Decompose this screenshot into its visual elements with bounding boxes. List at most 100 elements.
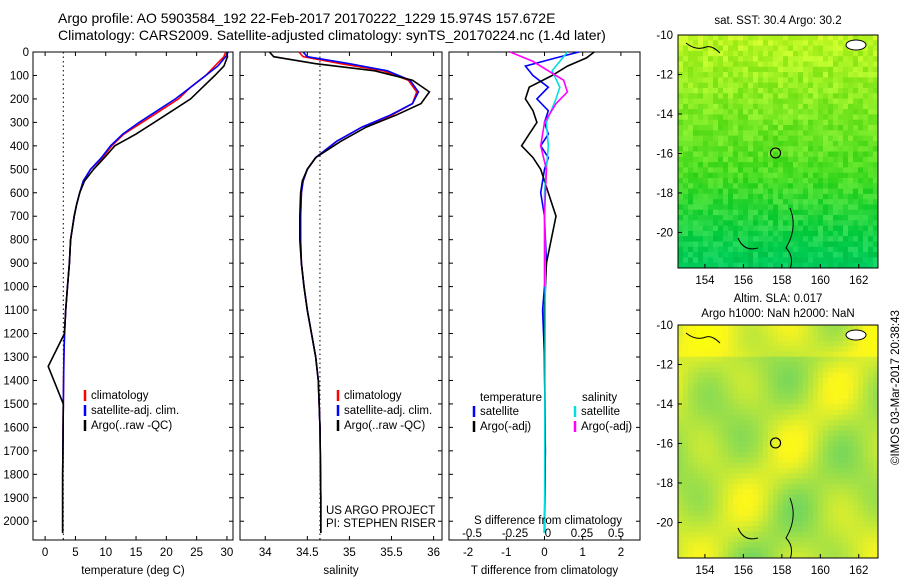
map-cell <box>833 552 839 558</box>
map-cell <box>733 87 739 94</box>
map-cell <box>713 415 719 421</box>
map-cell <box>873 183 878 189</box>
map-cell <box>723 340 729 347</box>
map-cell <box>758 162 764 168</box>
map-cell <box>698 109 704 115</box>
map-cell <box>803 515 809 522</box>
map-cell <box>678 467 684 474</box>
map-cell <box>728 362 734 368</box>
map-cell <box>773 515 779 522</box>
map-cell <box>868 204 874 211</box>
map-cell <box>863 188 869 195</box>
map-cell <box>798 399 804 405</box>
map-cell <box>813 362 819 368</box>
map-cell <box>813 257 819 264</box>
map-cell <box>743 61 749 68</box>
map-cell <box>853 199 859 205</box>
map-cell <box>858 415 864 421</box>
map-cell <box>788 362 794 368</box>
map-cell <box>763 526 769 532</box>
map-cell <box>863 167 869 174</box>
map-cell <box>793 494 799 501</box>
map-cell <box>683 103 689 110</box>
map-cell <box>733 536 739 543</box>
map-cell <box>728 547 734 554</box>
map-cell <box>843 526 849 532</box>
map-cell <box>688 162 694 168</box>
map-cell <box>833 430 839 437</box>
map-cell <box>728 77 734 84</box>
map-cell <box>793 346 799 352</box>
map-cell <box>753 125 759 131</box>
map-cell <box>778 552 784 558</box>
map-cell <box>858 252 864 258</box>
map-cell <box>843 156 849 163</box>
map-cell <box>758 135 764 142</box>
map-cell <box>693 93 699 99</box>
map-cell <box>773 241 779 248</box>
map-cell <box>768 536 774 543</box>
map-cell <box>823 404 829 411</box>
map-cell <box>778 515 784 522</box>
map-cell <box>823 103 829 110</box>
map-cell <box>793 478 799 485</box>
map-cell <box>848 151 854 158</box>
map-cell <box>748 236 754 242</box>
map-cell <box>708 542 714 548</box>
map-cell <box>733 356 739 363</box>
map-cell <box>708 494 714 501</box>
map-cell <box>753 515 759 522</box>
map-cell <box>758 325 764 331</box>
map-cell <box>823 494 829 501</box>
map-cell <box>853 167 859 174</box>
map-cell <box>793 146 799 152</box>
map-cell <box>808 125 814 131</box>
map-cell <box>783 499 789 506</box>
map-cell <box>698 188 704 195</box>
map-cell <box>738 50 744 57</box>
map-cell <box>698 383 704 389</box>
map-cell <box>853 383 859 389</box>
map-cell <box>813 162 819 168</box>
map-cell <box>868 66 874 73</box>
map-cell <box>678 87 684 94</box>
map-cell <box>803 77 809 84</box>
map-cell <box>743 246 749 253</box>
map-cell <box>823 547 829 554</box>
map-cell <box>688 146 694 152</box>
map-cell <box>748 77 754 84</box>
map-cell <box>833 335 839 342</box>
map-cell <box>773 193 779 200</box>
map-cell <box>728 56 734 62</box>
map-cell <box>813 56 819 62</box>
map-cell <box>723 467 729 474</box>
map-cell <box>843 66 849 73</box>
map-cell <box>863 510 869 517</box>
map-cell <box>718 351 724 358</box>
map-cell <box>858 393 864 400</box>
map-cell <box>763 199 769 205</box>
map-cell <box>808 167 814 174</box>
map-cell <box>843 109 849 115</box>
map-cell <box>773 505 779 511</box>
map-cell <box>683 45 689 52</box>
map-cell <box>808 252 814 258</box>
map-cell <box>848 188 854 195</box>
map-cell <box>698 257 704 264</box>
map-cell <box>758 177 764 184</box>
map-cell <box>828 452 834 458</box>
map-cell <box>773 45 779 52</box>
map-cell <box>818 452 824 458</box>
map-cell <box>803 325 809 331</box>
map-cell <box>853 420 859 427</box>
map-cell <box>798 510 804 517</box>
map-cell <box>858 399 864 405</box>
map-cell <box>703 499 709 506</box>
map-cell <box>713 50 719 57</box>
map-cell <box>713 183 719 189</box>
map-cell <box>788 399 794 405</box>
x-tick-label: 162 <box>849 275 868 287</box>
map-cell <box>863 45 869 52</box>
map-cell <box>773 167 779 174</box>
map-cell <box>778 367 784 374</box>
